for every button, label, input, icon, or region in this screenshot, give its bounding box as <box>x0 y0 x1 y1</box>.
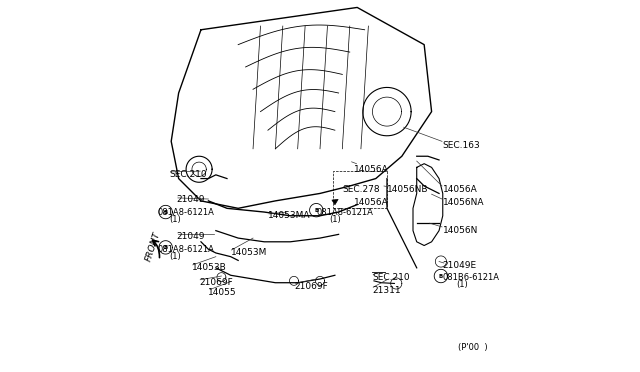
Text: 081A8-6121A: 081A8-6121A <box>157 208 214 217</box>
Text: 21049: 21049 <box>177 195 205 203</box>
Text: 14055: 14055 <box>209 288 237 296</box>
Text: SEC.210: SEC.210 <box>170 170 207 179</box>
Text: 14056NA: 14056NA <box>443 198 484 207</box>
Text: 081A8-6121A: 081A8-6121A <box>157 245 214 254</box>
Text: B: B <box>163 209 168 215</box>
Text: 14056A: 14056A <box>353 198 388 207</box>
Text: 081B6-6121A: 081B6-6121A <box>443 273 500 282</box>
Text: B: B <box>314 208 319 213</box>
Text: 14056N: 14056N <box>443 226 478 235</box>
Text: 081A8-6121A: 081A8-6121A <box>316 208 373 217</box>
Text: FRONT: FRONT <box>144 230 163 262</box>
Text: (P'00  ): (P'00 ) <box>458 343 487 352</box>
Text: SEC.163: SEC.163 <box>443 141 481 150</box>
Text: SEC.278: SEC.278 <box>342 185 380 194</box>
Text: (1): (1) <box>170 252 181 261</box>
Text: 14056A: 14056A <box>443 185 477 194</box>
Text: 14053M: 14053M <box>231 248 267 257</box>
Text: 14056NB: 14056NB <box>387 185 428 194</box>
Text: (1): (1) <box>170 215 181 224</box>
Text: (1): (1) <box>456 280 468 289</box>
Text: 21311: 21311 <box>372 286 401 295</box>
Text: B: B <box>439 273 443 279</box>
Text: B: B <box>163 245 168 250</box>
Text: 21069F: 21069F <box>294 282 328 291</box>
Text: 21049: 21049 <box>177 232 205 241</box>
Text: SEC.210: SEC.210 <box>372 273 410 282</box>
Text: 14056A: 14056A <box>353 165 388 174</box>
Text: 14053MA: 14053MA <box>268 211 310 220</box>
Text: 21069F: 21069F <box>199 278 233 287</box>
Text: (1): (1) <box>330 215 341 224</box>
Text: 14053B: 14053B <box>191 263 227 272</box>
Text: 21049E: 21049E <box>443 262 477 270</box>
